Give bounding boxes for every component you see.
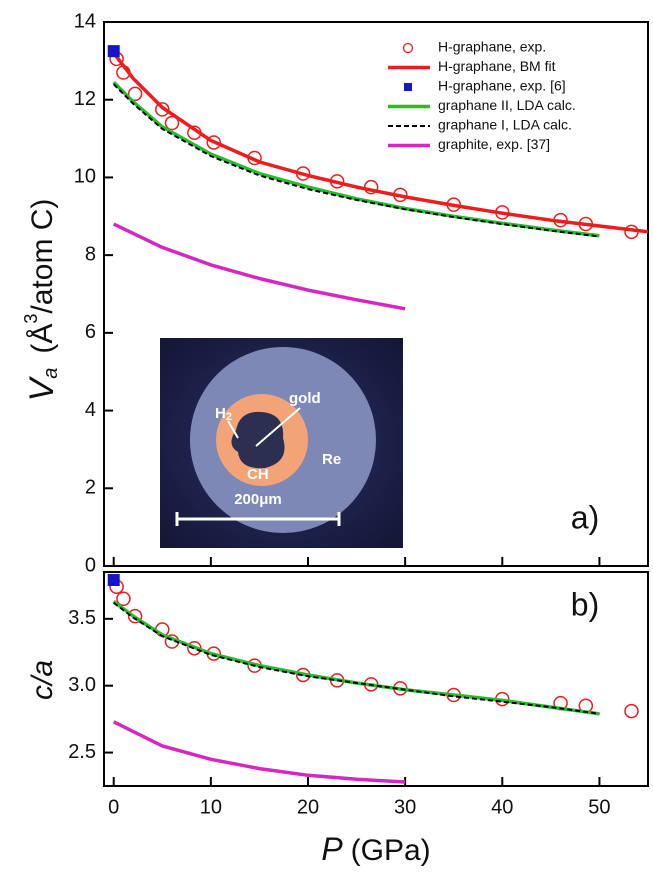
point (127, 608, 143, 624)
inset-label: H (215, 405, 226, 422)
series-group (107, 574, 639, 784)
sample (231, 411, 285, 469)
inset-label: 200μm (234, 491, 282, 508)
point (624, 703, 639, 719)
legend-label: graphane I, LDA calc. (438, 117, 572, 133)
inset-label: CH (247, 466, 269, 483)
x-tick-label: 0 (108, 796, 119, 818)
y-tick-label: 12 (74, 88, 96, 110)
y-axis-label: V (23, 375, 61, 401)
y-tick-label: 2.5 (68, 741, 96, 763)
y-axis-label: /atom C) (26, 199, 59, 314)
y-axis-label: (Å (26, 324, 59, 354)
y-axis-label: Va (Å3/atom C) (21, 199, 63, 402)
legend-label: graphite, exp. [37] (438, 136, 550, 152)
x-axis-label: P (321, 831, 343, 867)
y-tick-label: 14 (74, 10, 96, 32)
y-tick-label: 3.0 (68, 674, 96, 696)
inset-label: H2 (215, 405, 232, 423)
y-axis-label: c/a (26, 660, 59, 700)
series-line (112, 222, 406, 311)
y-tick-label: 2 (85, 477, 96, 499)
inset-label: 2 (226, 411, 232, 423)
legend-label: H-graphane, exp. [6] (438, 78, 566, 94)
point (127, 86, 143, 102)
series-line (112, 52, 648, 234)
x-tick-label: 40 (491, 796, 513, 818)
plot-frame (103, 571, 649, 787)
panel-label: b) (571, 586, 599, 622)
y-axis-label: 3 (21, 314, 41, 324)
legend-label: graphane II, LDA calc. (438, 97, 576, 113)
point (206, 135, 222, 150)
y-tick-label: 8 (85, 243, 96, 265)
point (107, 574, 120, 587)
series-line (113, 602, 600, 715)
x-tick-label: 50 (588, 796, 610, 818)
y-tick-label: 10 (74, 166, 96, 188)
x-axis-label: (GPa) (351, 834, 431, 867)
inset-label: Re (322, 451, 341, 468)
legend-label: H-graphane, exp. (438, 39, 546, 55)
pointer (255, 407, 301, 447)
x-tick-label: 30 (394, 796, 416, 818)
series-line (112, 600, 600, 716)
series-group (107, 45, 648, 311)
y-tick-label: 3.5 (68, 607, 96, 629)
plot-frame (103, 21, 649, 567)
legend-marker (402, 42, 414, 54)
point (116, 591, 131, 606)
x-tick-label: 20 (297, 796, 319, 818)
y-tick-label: 0 (85, 554, 96, 576)
inset-photo: H2 gold Re CH 200μm (160, 338, 403, 548)
x-tick-label: 10 (200, 796, 222, 818)
x-axis-label: P (GPa) (321, 831, 430, 867)
series-line (112, 83, 600, 238)
y-axis-label: a (40, 368, 62, 379)
panel-label: a) (571, 499, 599, 535)
series-line (112, 80, 600, 238)
point (155, 102, 170, 117)
y-tick-label: 4 (85, 399, 96, 421)
point (107, 45, 120, 58)
legend-label: H-graphane, BM fit (438, 58, 556, 74)
inset-label: gold (289, 390, 321, 407)
y-tick-label: 6 (85, 321, 96, 343)
point (164, 115, 180, 131)
legend-marker (404, 83, 412, 91)
series-line (112, 720, 406, 784)
pointer (227, 420, 239, 439)
